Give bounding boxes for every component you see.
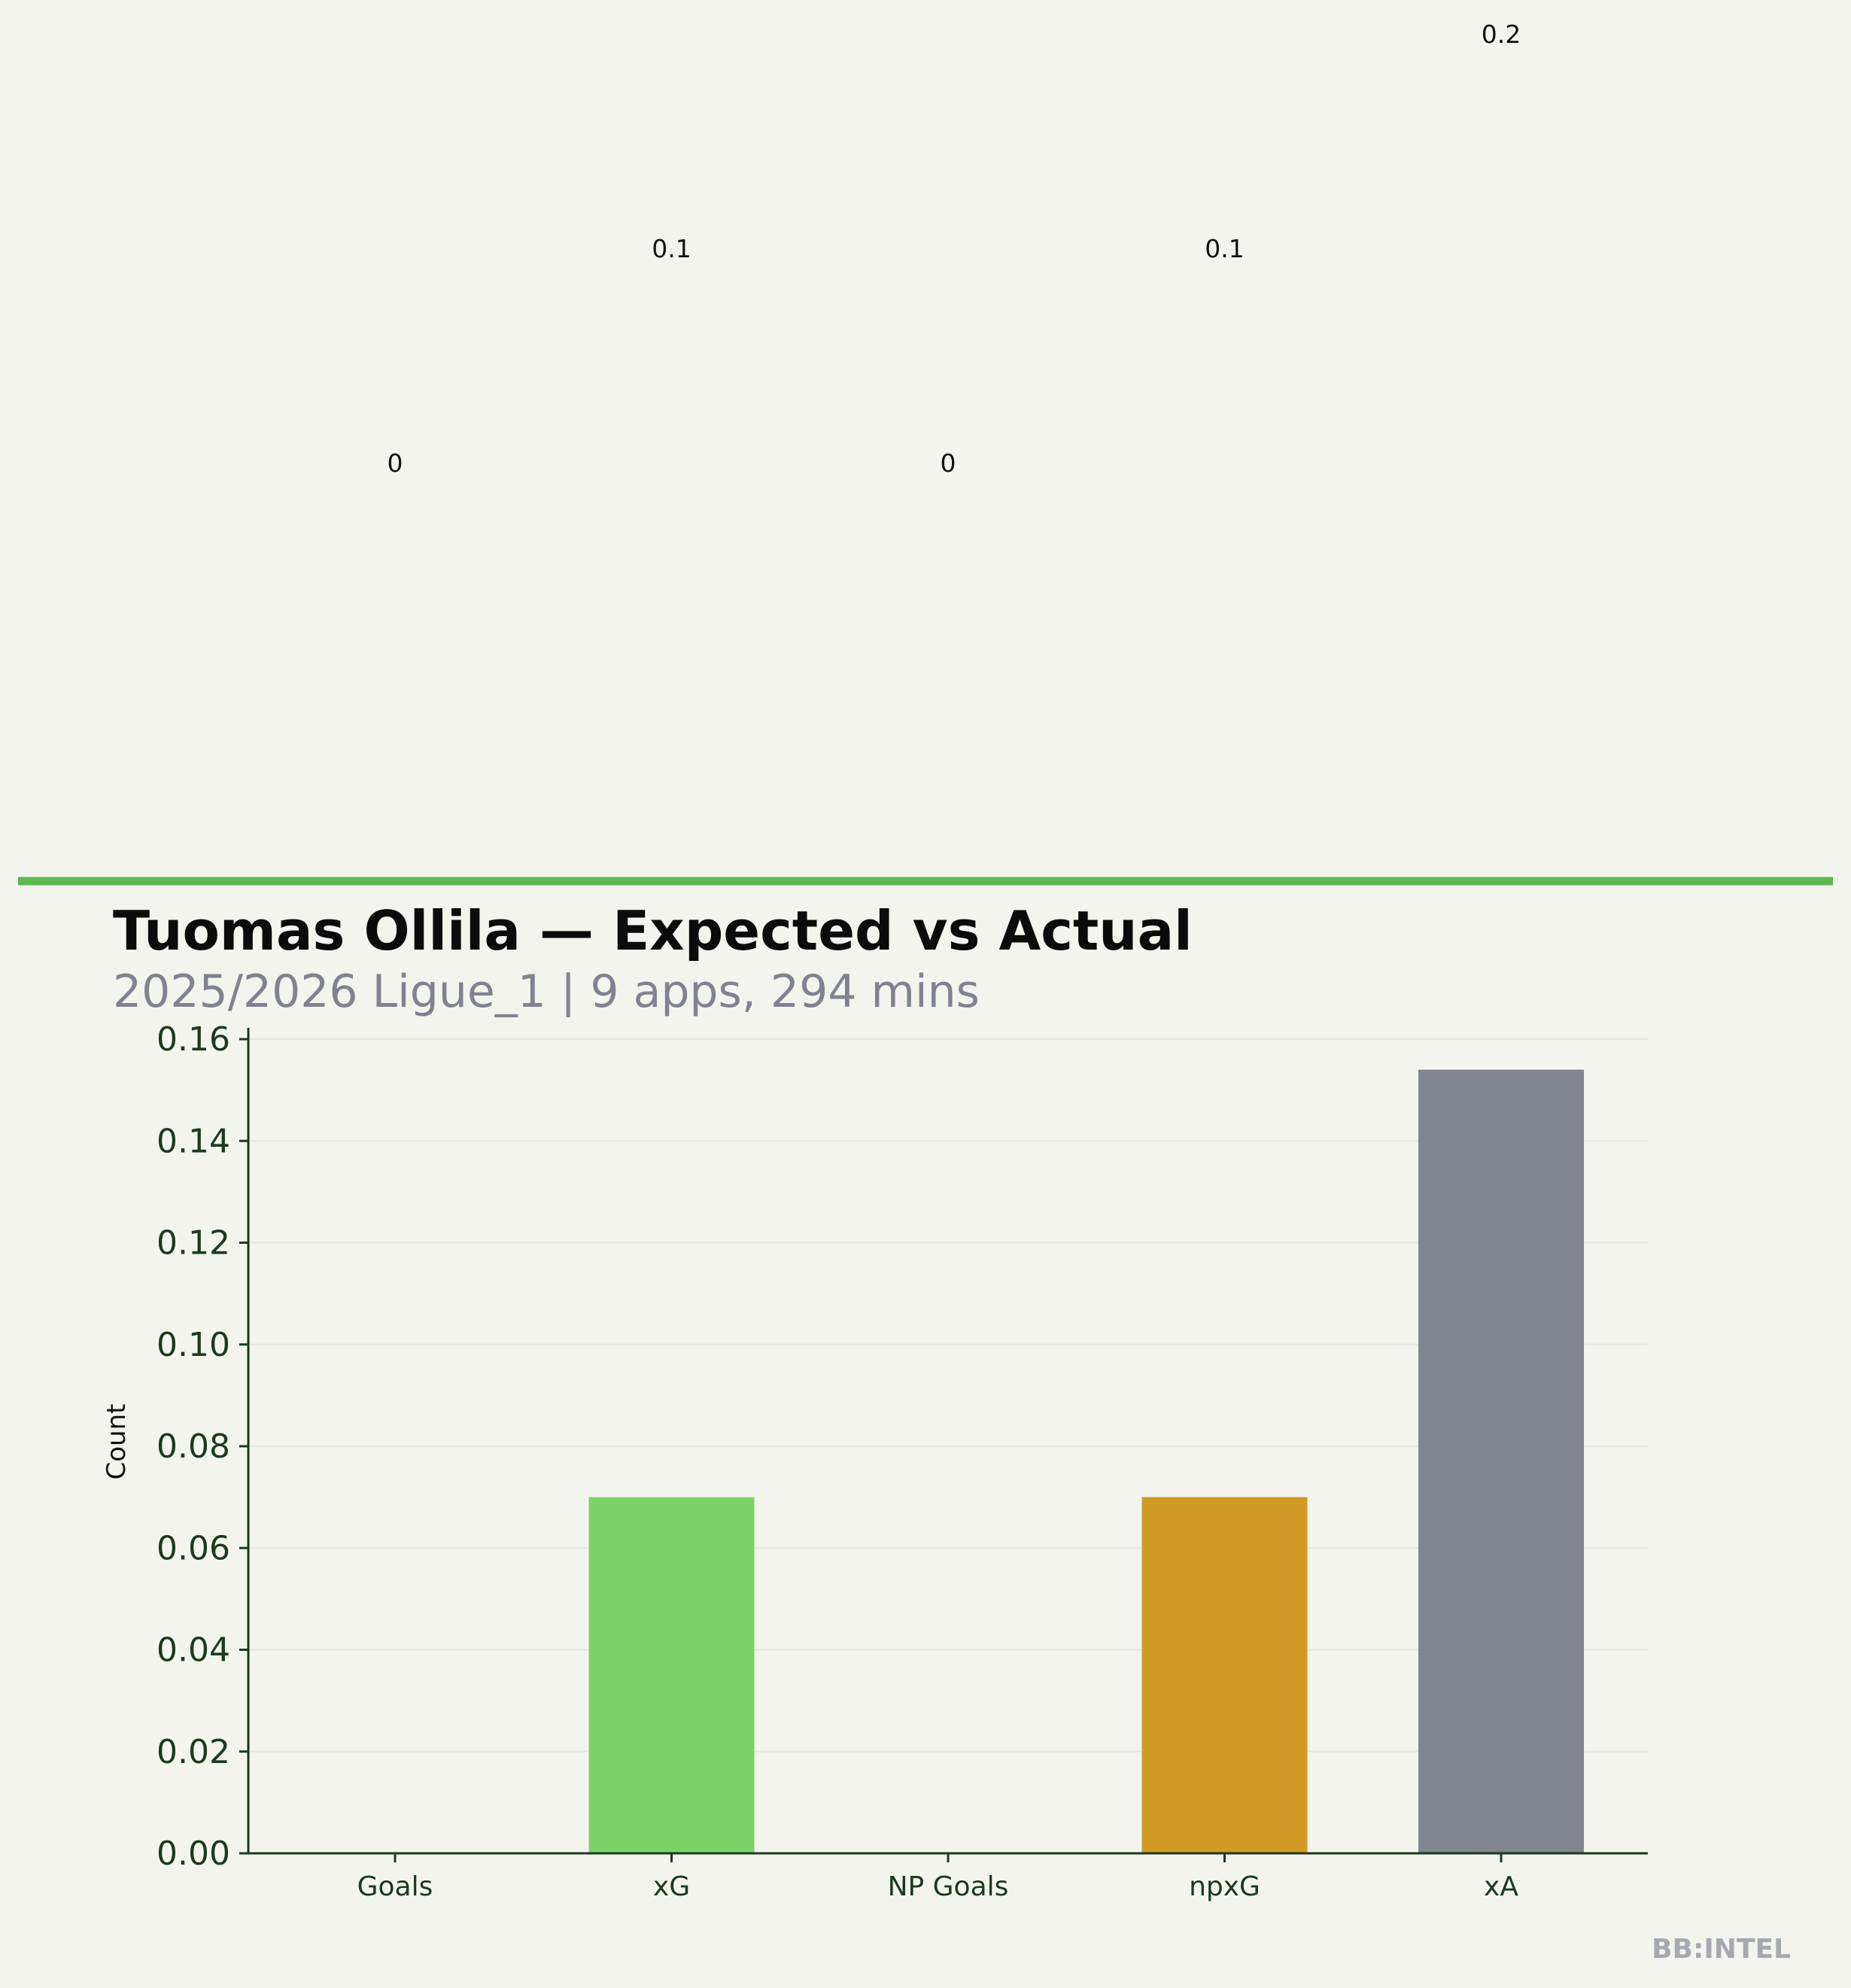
y-axis-ticks: 0.00 0.02 0.04 0.06 0.08 0.10 0.12 0.14 0.16 bbox=[157, 1020, 248, 1873]
x-tick-label: NP Goals bbox=[888, 1871, 1009, 1902]
y-tick-label: 0.02 bbox=[157, 1733, 230, 1771]
x-axis-ticks: Goals xG NP Goals npxG xA bbox=[357, 1853, 1518, 1902]
x-tick-label: xG bbox=[653, 1871, 690, 1902]
value-label: 0.2 bbox=[1482, 20, 1521, 49]
x-tick-label: Goals bbox=[357, 1871, 433, 1902]
bar-xa bbox=[1418, 1069, 1584, 1853]
chart-subtitle: 2025/2026 Ligue_1 | 9 apps, 294 mins bbox=[113, 965, 980, 1018]
value-label: 0.1 bbox=[1205, 234, 1244, 263]
bar-npxg bbox=[1141, 1497, 1308, 1853]
y-tick-label: 0.06 bbox=[157, 1529, 230, 1567]
bars bbox=[588, 1069, 1584, 1853]
watermark-logo: BB:INTEL bbox=[1652, 1934, 1791, 1965]
y-axis-label: Count bbox=[102, 1404, 132, 1480]
x-tick-label: npxG bbox=[1189, 1871, 1260, 1902]
y-tick-label: 0.16 bbox=[157, 1020, 230, 1059]
value-label: 0 bbox=[941, 448, 956, 478]
y-tick-label: 0.12 bbox=[157, 1224, 230, 1263]
y-tick-label: 0.14 bbox=[157, 1122, 230, 1160]
bar-xg bbox=[588, 1497, 755, 1853]
x-tick-label: xA bbox=[1484, 1871, 1518, 1902]
chart-title: Tuomas Ollila — Expected vs Actual bbox=[113, 899, 1193, 962]
y-tick-label: 0.04 bbox=[157, 1631, 230, 1670]
y-tick-label: 0.10 bbox=[157, 1326, 230, 1364]
y-tick-label: 0.00 bbox=[157, 1834, 230, 1873]
value-labels: 0 0.1 0 0.1 0.2 bbox=[388, 20, 1521, 478]
value-label: 0 bbox=[388, 448, 403, 478]
y-tick-label: 0.08 bbox=[157, 1427, 230, 1466]
value-label: 0.1 bbox=[652, 234, 691, 263]
